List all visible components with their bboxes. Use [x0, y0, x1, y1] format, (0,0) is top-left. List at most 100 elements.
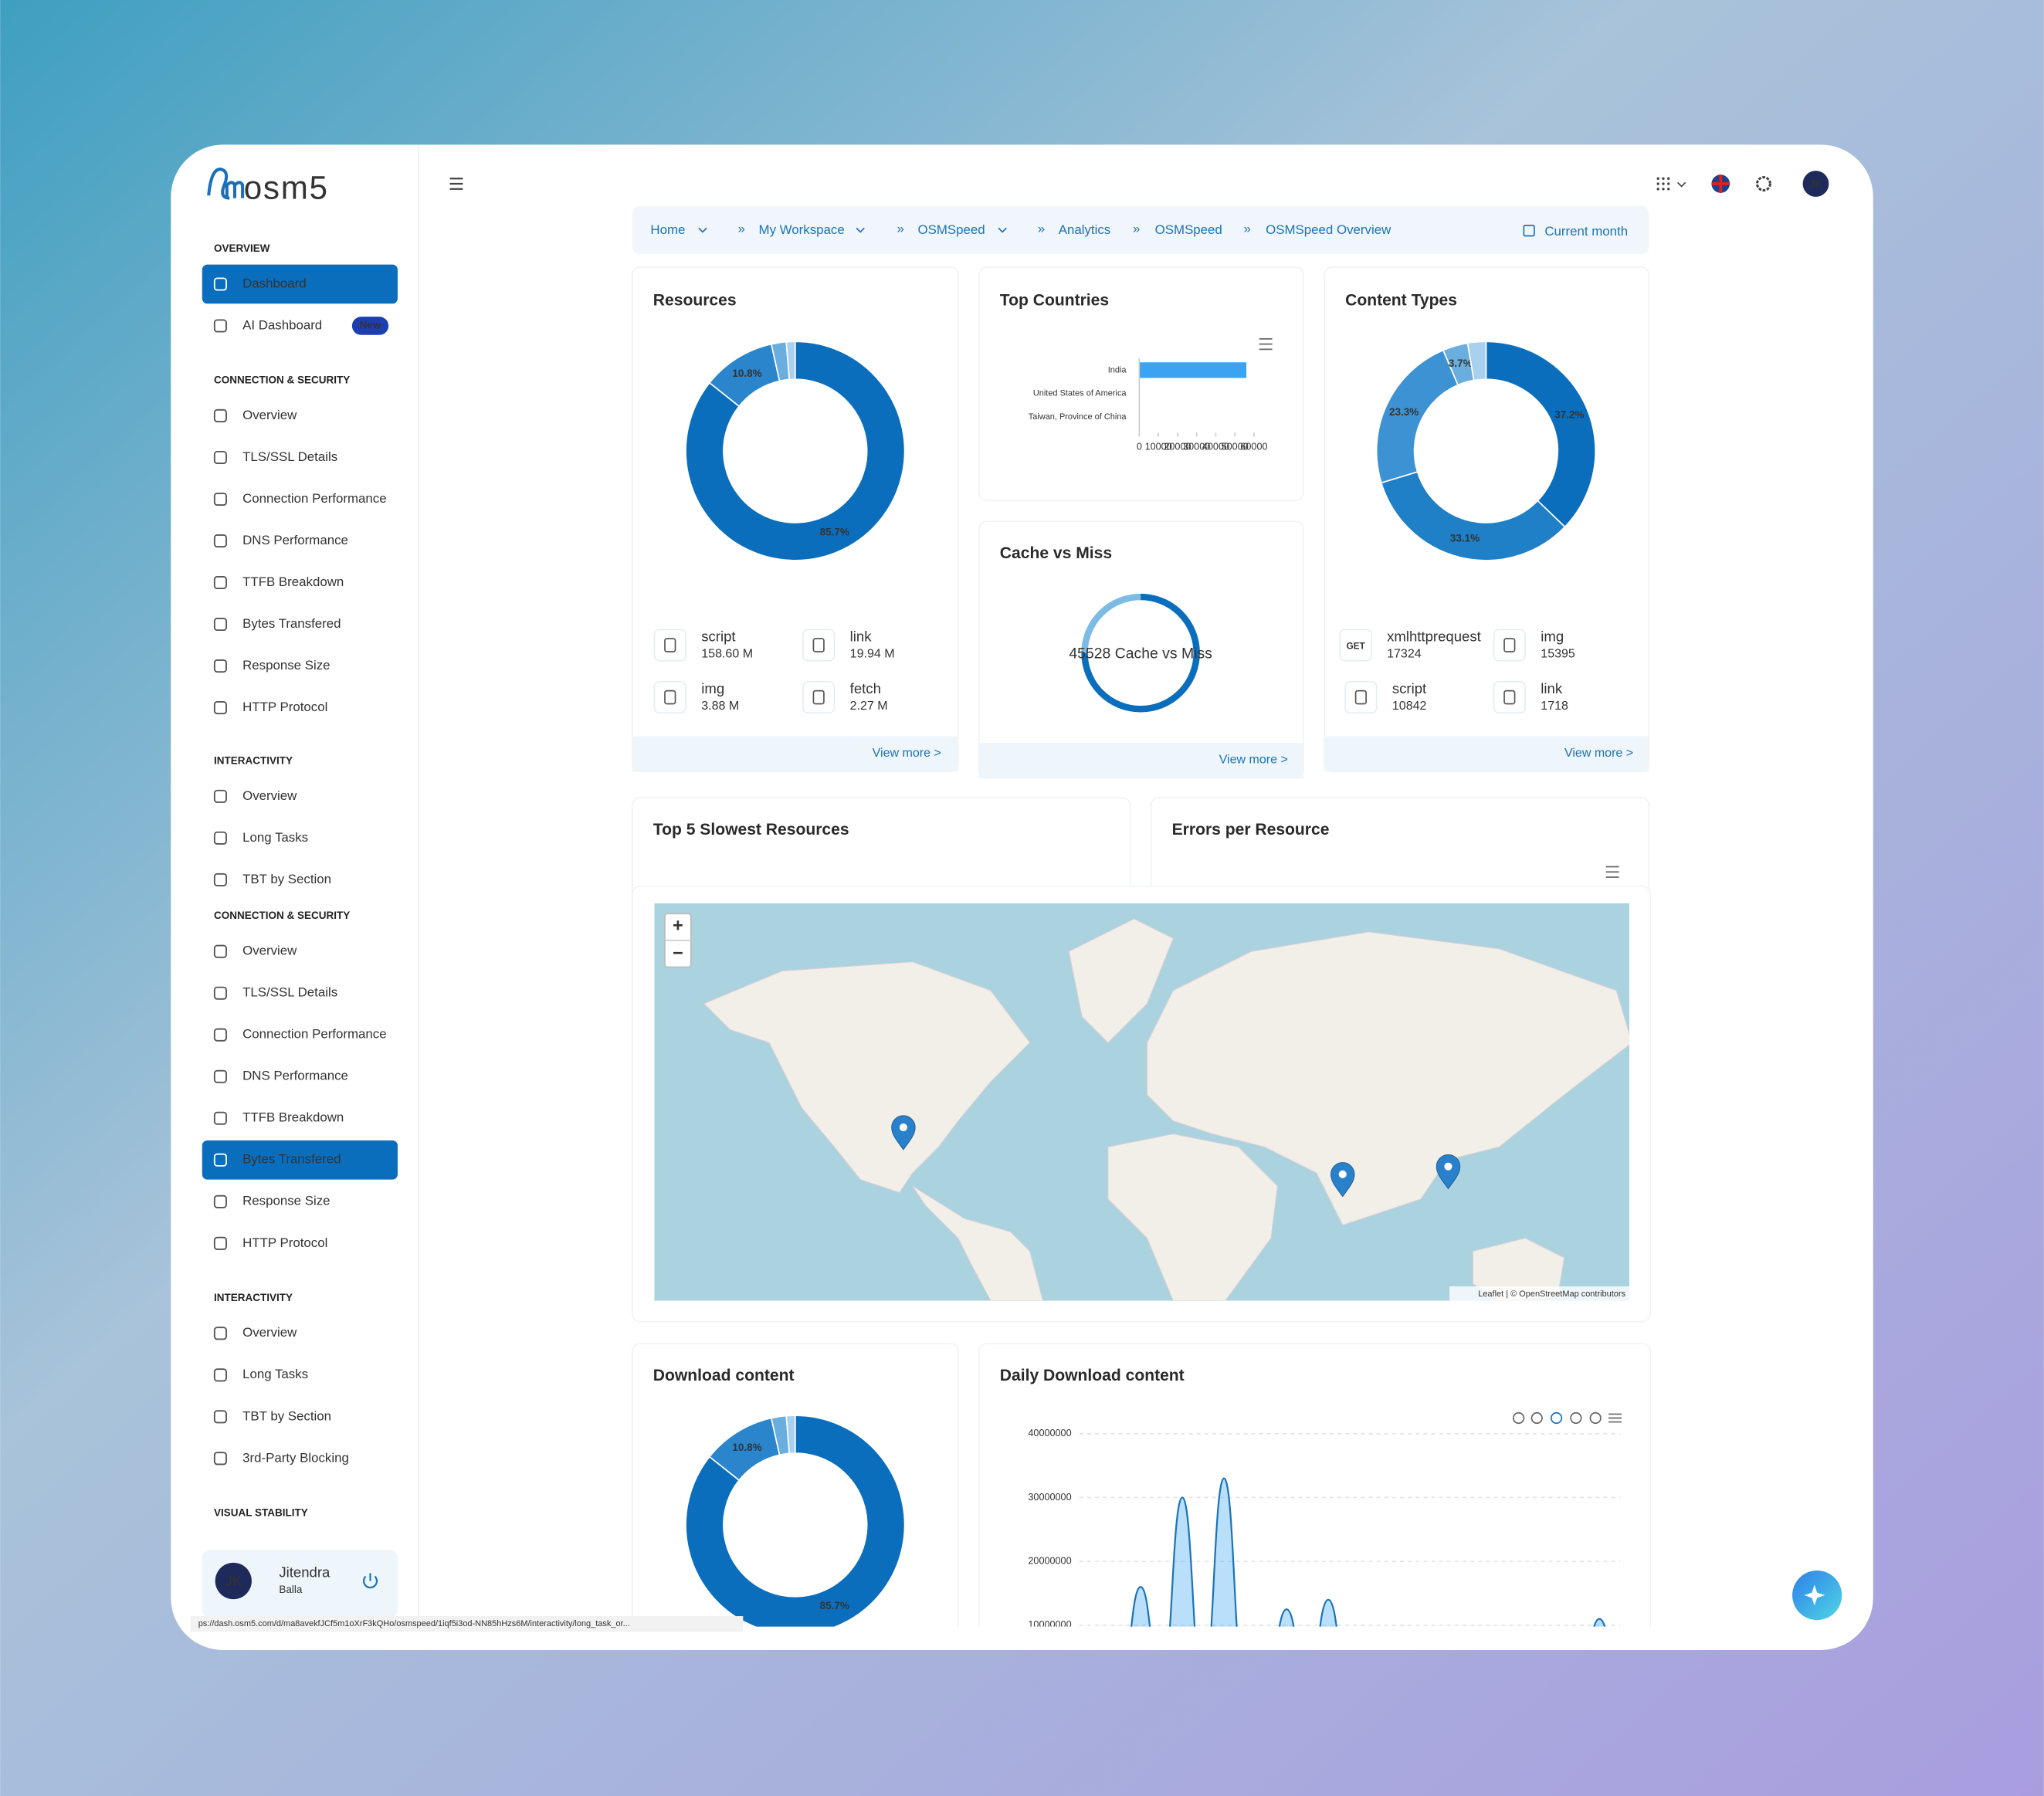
menu-item[interactable]: Bytes Transfered: [242, 616, 341, 631]
section-title: VISUAL STABILITY: [214, 1506, 308, 1518]
apps-dot: [1656, 188, 1659, 191]
menu-item[interactable]: Overview: [242, 408, 297, 422]
menu-item[interactable]: Bytes Transfered: [242, 1152, 341, 1167]
legend-icon: [653, 629, 686, 662]
map-marker[interactable]: [891, 1115, 916, 1150]
map-marker[interactable]: [1330, 1162, 1355, 1198]
map: [654, 903, 1630, 1301]
legend-value: 158.60 M: [701, 647, 753, 661]
menu-item[interactable]: Connection Performance: [242, 1027, 387, 1042]
menu-item[interactable]: TTFB Breakdown: [242, 574, 344, 589]
menu-item[interactable]: TLS/SSL Details: [242, 985, 337, 1000]
menu-item[interactable]: TLS/SSL Details: [242, 449, 337, 464]
section-title: CONNECTION & SECURITY: [214, 374, 350, 385]
menu-item[interactable]: Overview: [242, 944, 297, 958]
menu-icon: [213, 986, 227, 1000]
donut-segment: [685, 1415, 906, 1627]
menu-icon: [213, 1028, 227, 1042]
legend-value: 15395: [1541, 647, 1575, 661]
menu-item[interactable]: 3rd-Party Blocking: [242, 1450, 349, 1465]
donut-label: 23.3%: [1389, 406, 1419, 418]
chart-menu[interactable]: [1605, 866, 1619, 878]
menu-icon: [213, 659, 227, 673]
breadcrumb-bar: [632, 205, 1649, 255]
menu-item[interactable]: Connection Performance: [242, 491, 387, 506]
x-tick-label: 30000: [1183, 441, 1210, 452]
menu-item[interactable]: TBT by Section: [242, 872, 331, 886]
view-more[interactable]: View more >: [1219, 752, 1288, 766]
map-marker[interactable]: [1436, 1154, 1461, 1190]
breadcrumb-separator: »: [1133, 222, 1140, 236]
legend-glyph: [1354, 690, 1367, 705]
ring-segment: [1081, 593, 1141, 653]
card-title: Download content: [653, 1367, 795, 1384]
menu-item[interactable]: Response Size: [242, 658, 330, 673]
view-more[interactable]: View more >: [1564, 746, 1633, 760]
active-item: [202, 1140, 398, 1180]
legend-value: 3.88 M: [701, 699, 739, 713]
menu-item[interactable]: TBT by Section: [242, 1408, 331, 1423]
period-selector[interactable]: Current month: [1544, 224, 1628, 239]
menu-item[interactable]: DNS Performance: [242, 1069, 348, 1083]
legend-name: link: [850, 628, 873, 644]
x-tick-label: 60000: [1240, 441, 1267, 452]
menu-item[interactable]: HTTP Protocol: [242, 1235, 327, 1250]
toolbar-icon[interactable]: [1530, 1411, 1543, 1425]
legend-glyph: [1503, 690, 1516, 705]
donut-segment: [785, 341, 796, 381]
breadcrumb-separator: »: [1038, 222, 1045, 236]
breadcrumb-item[interactable]: My Workspace: [759, 222, 845, 237]
menu-icon: [213, 618, 227, 632]
legend-value: 10842: [1392, 699, 1427, 713]
legend-glyph: [1503, 638, 1516, 652]
legend-icon: [802, 680, 836, 714]
card-title: Top 5 Slowest Resources: [653, 821, 849, 839]
power-icon[interactable]: [362, 1573, 378, 1589]
menu-item[interactable]: AI Dashboard: [242, 317, 322, 332]
menu-icon: [213, 1327, 227, 1340]
toolbar-icon[interactable]: [1513, 1411, 1525, 1425]
marker-dot: [1338, 1170, 1347, 1178]
content: osm5 OVERVIEW Dashboard AI Dashboard New CONN…: [202, 144, 1829, 1627]
zoom-out[interactable]: −: [673, 944, 683, 964]
badge-text: New: [360, 320, 381, 331]
category-label: Taiwan, Province of China: [1029, 412, 1127, 422]
menu-item[interactable]: Dashboard: [242, 276, 306, 290]
menu-item[interactable]: Overview: [242, 788, 297, 803]
zoom-in[interactable]: +: [673, 916, 683, 936]
menu-item[interactable]: Long Tasks: [242, 830, 308, 845]
menu-toggle[interactable]: [449, 178, 463, 190]
toolbar-icon[interactable]: [1570, 1411, 1582, 1425]
card-title: Daily Download content: [1000, 1367, 1185, 1384]
toolbar-icon[interactable]: [1550, 1411, 1563, 1425]
breadcrumb-item[interactable]: OSMSpeed: [1155, 222, 1222, 237]
settings[interactable]: [1755, 176, 1771, 191]
breadcrumb-item[interactable]: Home: [650, 222, 685, 237]
chevron: [998, 227, 1007, 233]
header-avatar[interactable]: [1802, 171, 1829, 197]
card: [978, 266, 1304, 502]
breadcrumb-item[interactable]: OSMSpeed: [917, 222, 985, 237]
menu-item[interactable]: DNS Performance: [242, 533, 348, 547]
menu-item[interactable]: Long Tasks: [242, 1367, 308, 1381]
card-title: Errors per Resource: [1172, 821, 1330, 839]
view-more[interactable]: View more >: [873, 746, 941, 760]
chart-menu[interactable]: [1608, 1413, 1622, 1423]
chart-menu[interactable]: [1259, 338, 1273, 351]
user-name: Jitendra: [279, 1564, 330, 1580]
menu-icon: [213, 534, 227, 548]
menu-item[interactable]: HTTP Protocol: [242, 700, 327, 714]
apps-dot: [1656, 182, 1659, 185]
apps-dot: [1662, 182, 1665, 185]
menu-item[interactable]: Response Size: [242, 1194, 330, 1208]
menu-item[interactable]: TTFB Breakdown: [242, 1110, 344, 1125]
menu-icon: [213, 1153, 227, 1167]
menu-item[interactable]: Overview: [242, 1325, 297, 1340]
breadcrumb-item: OSMSpeed Overview: [1266, 222, 1391, 237]
menu-icon: [213, 408, 227, 422]
donut-label: 85.7%: [820, 1600, 849, 1611]
toolbar-icon[interactable]: [1589, 1411, 1602, 1425]
donut-label: 3.7%: [1449, 358, 1473, 369]
breadcrumb-item[interactable]: Analytics: [1059, 222, 1110, 237]
legend-icon: [1493, 680, 1526, 714]
